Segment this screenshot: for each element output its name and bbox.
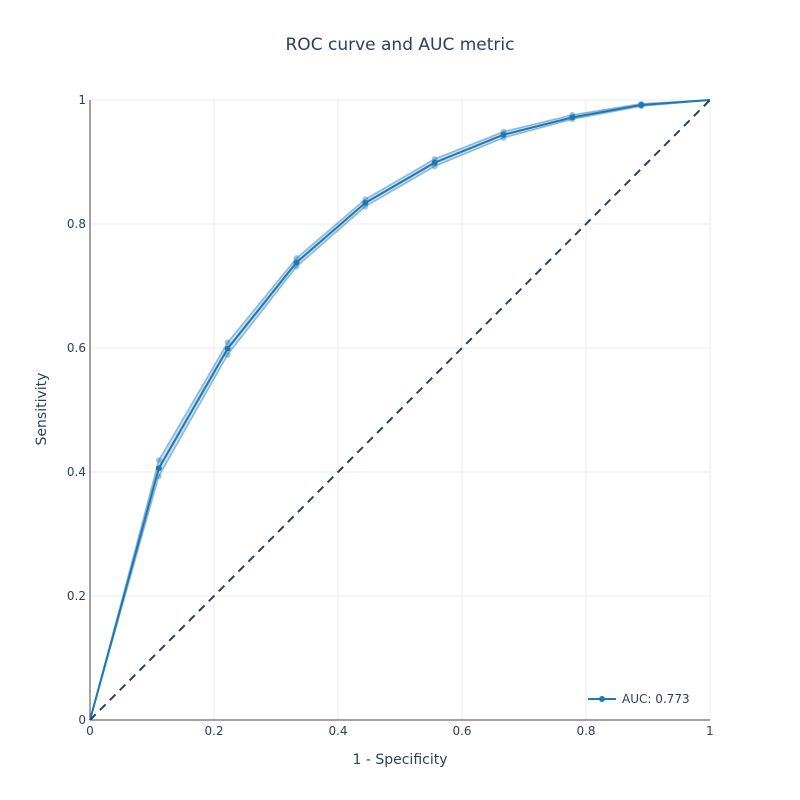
roc-curve-point[interactable]: [224, 345, 231, 352]
roc-lower-bound-line: [89, 99, 711, 721]
y-tick-label: 0.8: [67, 217, 86, 231]
x-tick-label: 0.4: [328, 724, 347, 738]
y-tick-label: 0: [78, 713, 86, 727]
x-tick-label: 0.2: [204, 724, 223, 738]
legend-marker-swatch: [599, 696, 605, 702]
y-tick-label: 0.2: [67, 589, 86, 603]
legend[interactable]: AUC: 0.773: [588, 692, 690, 706]
roc-curve-point[interactable]: [500, 131, 507, 138]
roc-upper-bound-point: [293, 255, 300, 262]
x-tick-label: 0.8: [576, 724, 595, 738]
axis-layer: [89, 100, 710, 721]
legend-label: AUC: 0.773: [622, 692, 690, 706]
y-tick-label: 0.4: [67, 465, 86, 479]
x-tick-label: 1: [706, 724, 714, 738]
y-axis-title: Sensitivity: [34, 373, 50, 446]
roc-curve-point[interactable]: [638, 101, 645, 108]
roc-curve-point[interactable]: [431, 159, 438, 166]
chance-diagonal-line: [89, 99, 711, 721]
roc-curve-point[interactable]: [362, 199, 369, 206]
y-tick-label: 1: [78, 93, 86, 107]
roc-curve-point[interactable]: [569, 114, 576, 121]
roc-lower-bound-point: [224, 351, 231, 358]
x-tick-label: 0: [86, 724, 94, 738]
roc-curve-point[interactable]: [155, 465, 162, 472]
y-tick-label: 0.6: [67, 341, 86, 355]
chart-title: ROC curve and AUC metric: [286, 35, 515, 55]
tick-layer: 0 0.2 0.4 0.6 0.8 1 0 0.2 0.4 0.6 0.8 1: [67, 93, 714, 738]
roc-curve-point[interactable]: [293, 259, 300, 266]
x-tick-label: 0.6: [452, 724, 471, 738]
roc-upper-bound-point: [155, 457, 162, 464]
grid-layer: [90, 99, 711, 720]
roc-upper-bound-point: [224, 339, 231, 346]
x-axis-title: 1 - Specificity: [352, 752, 447, 768]
series-layer: [89, 99, 711, 721]
roc-upper-bound-line: [89, 99, 711, 721]
roc-curve-line: [89, 99, 711, 721]
